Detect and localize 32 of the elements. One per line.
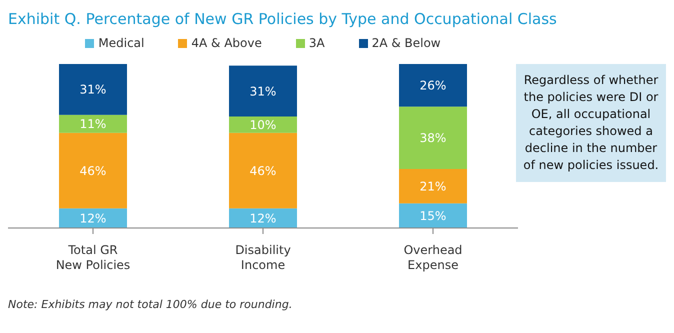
data-label: 11% [80, 117, 106, 132]
data-label: 38% [420, 131, 446, 146]
text: Note: Exhibits may not total 100% due to rounding. [8, 298, 292, 311]
data-label: 10% [250, 118, 276, 132]
x-tick-label: Overhead Expense [404, 243, 462, 272]
bar [229, 132, 297, 208]
bar [399, 64, 467, 107]
data-label: 21% [420, 179, 446, 194]
data-label: 12% [250, 211, 276, 226]
legend-label: 2A & Below [370, 36, 441, 50]
bar [229, 66, 297, 116]
text: Regardless of whether the policies were DI or OE, all occupational categories showed a decline in the number of new policies issued. [516, 64, 666, 182]
legend-label: Medical [97, 36, 144, 50]
bar [399, 106, 467, 169]
data-label: 46% [250, 164, 276, 178]
bar [59, 64, 127, 115]
data-label: 15% [420, 208, 446, 223]
legend-label: 3A [308, 36, 325, 50]
data-label: 12% [80, 211, 106, 226]
bar [229, 116, 297, 133]
data-label: 46% [80, 164, 106, 178]
data-label: 31% [80, 82, 106, 97]
bar [59, 132, 127, 208]
data-label: 26% [420, 78, 446, 93]
data-label: 31% [250, 84, 276, 98]
legend-label: 4A & Above [190, 36, 262, 50]
bar [399, 203, 467, 228]
bar [59, 114, 127, 133]
bar [399, 168, 467, 204]
x-tick-label: Total GR New Policies [56, 243, 130, 272]
chart-title: Exhibit Q. Percentage of New GR Policies by Type and Occupational Class [8, 10, 557, 28]
x-tick-label: Disability Income [235, 243, 291, 272]
